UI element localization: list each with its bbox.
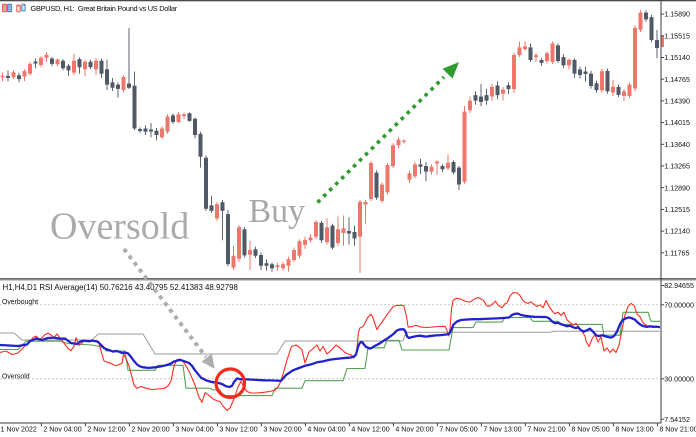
svg-text:1.14390: 1.14390: [664, 98, 690, 106]
svg-text:2 Nov 12:00: 2 Nov 12:00: [87, 426, 125, 434]
svg-text:3 Nov 20:00: 3 Nov 20:00: [263, 426, 301, 434]
svg-text:Buy: Buy: [249, 193, 306, 230]
svg-text:2 Nov 04:00: 2 Nov 04:00: [43, 426, 81, 434]
svg-text:1.11765: 1.11765: [664, 249, 689, 257]
svg-text:1.13640: 1.13640: [664, 141, 690, 149]
svg-text:4 Nov 12:00: 4 Nov 12:00: [351, 426, 389, 434]
svg-text:GBPUSD, H1: Great Britain Pou: GBPUSD, H1: Great Britain Pound vs US Do…: [31, 4, 178, 13]
svg-text:Overbought: Overbought: [2, 299, 38, 306]
svg-text:1.15515: 1.15515: [664, 32, 690, 40]
svg-text:7 Nov 13:00: 7 Nov 13:00: [483, 426, 521, 434]
svg-text:3 Nov 12:00: 3 Nov 12:00: [219, 426, 257, 434]
svg-text:7 Nov 05:00: 7 Nov 05:00: [439, 426, 477, 434]
svg-text:8 Nov 21:00: 8 Nov 21:00: [659, 426, 696, 434]
svg-text:1 Nov 2022: 1 Nov 2022: [1, 426, 37, 434]
svg-text:82.94655: 82.94655: [664, 282, 694, 290]
svg-text:2 Nov 20:00: 2 Nov 20:00: [131, 426, 169, 434]
svg-text:4 Nov 20:00: 4 Nov 20:00: [395, 426, 433, 434]
svg-text:1.12140: 1.12140: [664, 228, 690, 236]
svg-text:Oversold: Oversold: [2, 373, 30, 380]
svg-text:1.12890: 1.12890: [664, 184, 690, 192]
svg-text:8 Nov 05:00: 8 Nov 05:00: [571, 426, 609, 434]
svg-text:70.00000: 70.00000: [664, 301, 694, 309]
svg-text:H1,H4,D1 RSI Average(14) 50.76: H1,H4,D1 RSI Average(14) 50.76216 43.407…: [3, 283, 239, 292]
svg-text:4 Nov 04:00: 4 Nov 04:00: [307, 426, 345, 434]
svg-text:1.15890: 1.15890: [664, 11, 690, 19]
svg-text:7.54152: 7.54152: [664, 416, 690, 424]
svg-text:7 Nov 21:00: 7 Nov 21:00: [527, 426, 565, 434]
svg-text:1.14765: 1.14765: [664, 76, 690, 84]
svg-text:3 Nov 04:00: 3 Nov 04:00: [175, 426, 213, 434]
svg-text:1.12515: 1.12515: [664, 206, 690, 214]
svg-text:1.15140: 1.15140: [664, 54, 690, 62]
svg-text:Oversold: Oversold: [50, 205, 189, 247]
svg-text:8 Nov 13:00: 8 Nov 13:00: [615, 426, 653, 434]
svg-text:1.14015: 1.14015: [664, 119, 690, 127]
svg-text:30.00000: 30.00000: [664, 375, 694, 383]
svg-text:1.13265: 1.13265: [664, 163, 690, 171]
